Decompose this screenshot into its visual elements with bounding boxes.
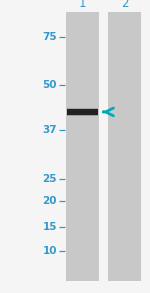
Text: 10: 10: [42, 246, 57, 255]
Bar: [108, 12, 141, 281]
Bar: [66, 12, 99, 281]
Text: 1: 1: [79, 0, 86, 10]
Text: 75: 75: [42, 32, 57, 42]
Text: 25: 25: [42, 174, 57, 184]
Text: 20: 20: [42, 196, 57, 206]
Text: 37: 37: [42, 125, 57, 135]
Text: 2: 2: [121, 0, 128, 10]
Bar: [67, 108, 98, 109]
Bar: [67, 115, 98, 116]
Text: 15: 15: [42, 222, 57, 232]
Text: 50: 50: [42, 80, 57, 90]
Bar: [67, 109, 98, 115]
